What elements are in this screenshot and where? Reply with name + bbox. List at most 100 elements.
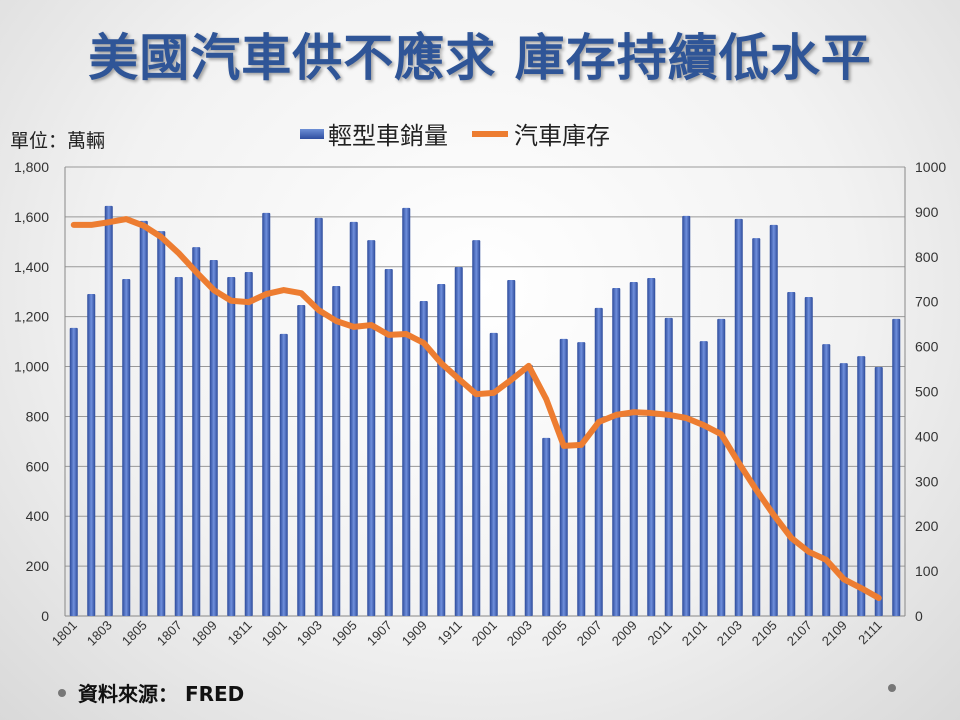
bar-1908 (402, 207, 411, 617)
bar-1806 (157, 231, 166, 616)
bar-1804 (122, 279, 131, 616)
bar-1911 (454, 267, 463, 616)
bar-1909 (419, 300, 428, 616)
legend-sales-label: 輕型車銷量 (328, 122, 448, 150)
y-right-tick-label: 400 (915, 428, 939, 444)
bar-2005 (559, 338, 568, 616)
bar-2112 (892, 318, 901, 616)
x-tick-label: 2107 (784, 618, 815, 649)
y-left-tick-label: 800 (26, 408, 50, 424)
bar-1901 (279, 333, 288, 616)
bar-1801 (69, 327, 78, 616)
bar-2009 (629, 281, 638, 616)
chart-legend: 輕型車銷量 汽車庫存 (300, 116, 610, 151)
source-text: 資料來源： FRED (78, 682, 245, 706)
legend-bar-swatch (300, 128, 324, 139)
x-tick-label: 1807 (154, 618, 185, 649)
x-tick-label: 1907 (364, 618, 395, 649)
bar-2004 (542, 437, 551, 616)
bar-1803 (104, 205, 113, 616)
bar-1802 (87, 293, 96, 616)
x-tick-label: 1911 (434, 618, 464, 648)
bullet-icon (888, 684, 896, 692)
bar-2011 (664, 317, 673, 616)
bar-1904 (332, 285, 341, 616)
bar-2001 (489, 332, 498, 616)
bar-2002 (507, 279, 516, 616)
y-left-tick-label: 1,400 (14, 259, 49, 275)
bar-2103 (734, 218, 743, 616)
bar-1808 (192, 247, 201, 617)
bar-2107 (804, 296, 813, 616)
bar-2111 (874, 367, 883, 616)
bar-2010 (647, 278, 656, 616)
x-tick-label: 2003 (504, 618, 535, 649)
x-tick-label: 2005 (539, 618, 570, 649)
slide-title: 美國汽車供不應求 庫存持續低水平 (88, 29, 872, 87)
bar-2006 (577, 342, 586, 616)
x-tick-label: 1811 (224, 618, 254, 648)
bar-1810 (227, 277, 236, 616)
x-tick-label: 1805 (119, 618, 150, 649)
legend-line-swatch (472, 130, 508, 137)
x-tick-label: 2011 (644, 618, 674, 648)
bar-2007 (594, 307, 603, 616)
bar-2008 (612, 287, 621, 616)
bar-1906 (367, 240, 376, 616)
y-left-tick-label: 400 (26, 508, 50, 524)
bar-2003 (524, 365, 533, 616)
y-left-tick-label: 1,200 (14, 309, 49, 325)
y-right-tick-label: 500 (915, 384, 939, 400)
y-left-tick-label: 1,000 (14, 359, 49, 375)
y-right-tick-label: 900 (915, 204, 939, 220)
y-left-tick-label: 200 (26, 558, 50, 574)
x-tick-label: 2007 (574, 618, 605, 649)
bar-2101 (699, 341, 708, 616)
bar-1902 (297, 304, 306, 616)
x-tick-label: 1901 (259, 618, 290, 649)
x-tick-label: 2009 (609, 618, 640, 649)
x-tick-label: 2105 (749, 618, 780, 649)
x-tick-label: 2109 (819, 618, 850, 649)
bar-2110 (857, 356, 866, 616)
y-left-tick-label: 0 (41, 608, 49, 624)
x-tick-label: 1801 (49, 618, 80, 649)
x-tick-label: 1905 (329, 618, 360, 649)
bar-2109 (839, 363, 848, 616)
x-tick-label: 2001 (469, 618, 500, 649)
y-right-tick-label: 200 (915, 518, 939, 534)
y-left-tick-label: 1,600 (14, 209, 49, 225)
y-left-tick-label: 600 (26, 458, 50, 474)
unit-label: 單位：萬輛 (10, 130, 106, 152)
y-left-tick-label: 1,800 (14, 159, 49, 175)
x-tick-label: 2103 (714, 618, 745, 649)
legend-inventory-label: 汽車庫存 (514, 122, 610, 150)
x-tick-label: 2111 (855, 618, 885, 648)
x-tick-label: 1803 (84, 618, 115, 649)
bar-1807 (174, 277, 183, 616)
bar-1812 (262, 212, 271, 617)
bar-2108 (822, 344, 831, 616)
x-tick-label: 2101 (679, 618, 710, 649)
y-right-tick-label: 800 (915, 249, 939, 265)
bar-2106 (787, 291, 796, 616)
y-right-tick-label: 600 (915, 339, 939, 355)
x-tick-label: 1809 (189, 618, 220, 649)
bar-2104 (752, 238, 761, 616)
bar-2105 (769, 224, 778, 617)
y-right-tick-label: 1000 (915, 159, 946, 175)
bullet-icon (58, 688, 66, 697)
bar-1907 (384, 269, 393, 616)
x-tick-label: 1903 (294, 618, 325, 649)
bar-1903 (314, 217, 323, 617)
y-right-tick-label: 100 (915, 563, 939, 579)
bar-2102 (717, 318, 726, 616)
x-tick-label: 1909 (399, 618, 430, 649)
inventory-line (70, 216, 882, 602)
y-right-tick-label: 300 (915, 473, 939, 489)
y-right-tick-label: 0 (915, 608, 923, 624)
bar-1809 (209, 260, 218, 616)
bar-1910 (437, 283, 446, 616)
bar-1905 (349, 221, 358, 616)
